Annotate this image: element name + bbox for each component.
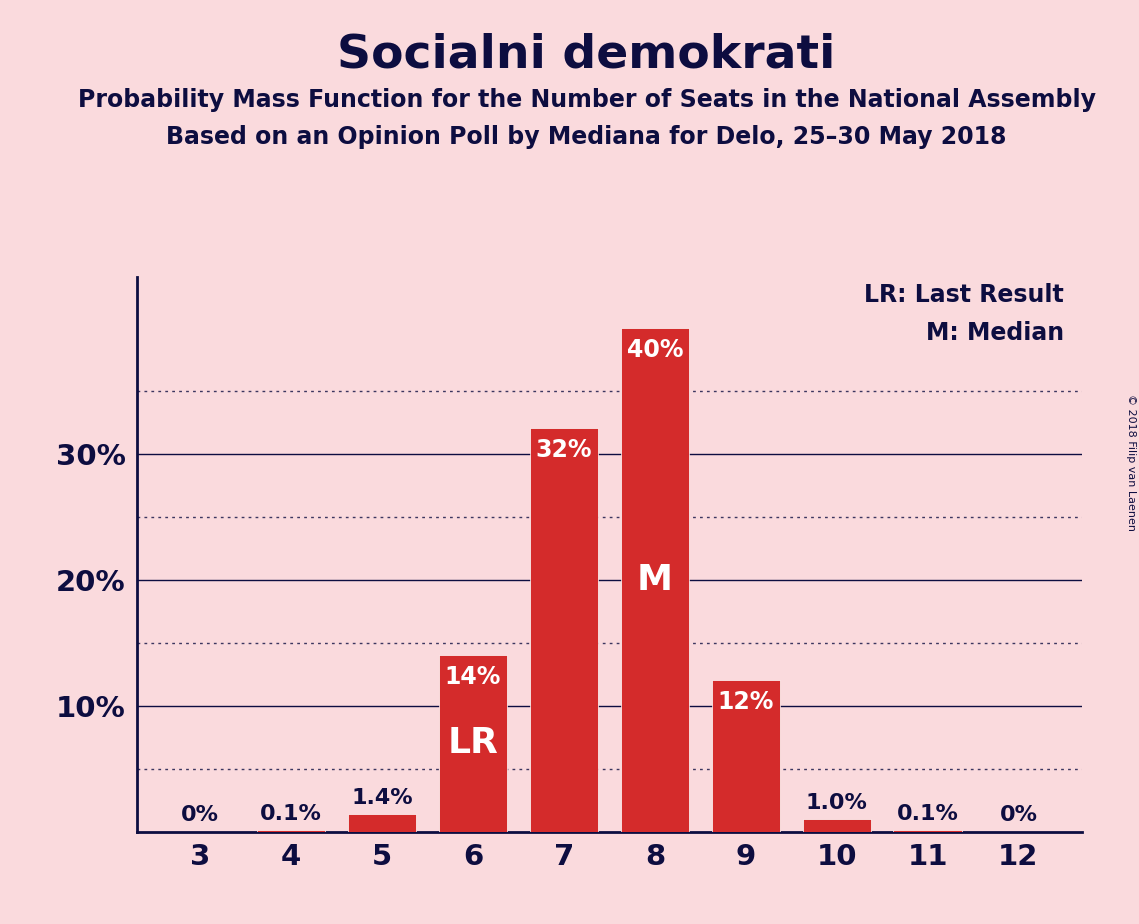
Text: 0%: 0%	[999, 806, 1038, 825]
Text: Probability Mass Function for the Number of Seats in the National Assembly: Probability Mass Function for the Number…	[77, 88, 1096, 112]
Text: 12%: 12%	[718, 690, 773, 714]
Bar	[893, 831, 961, 832]
Bar	[530, 429, 598, 832]
Text: LR: Last Result: LR: Last Result	[865, 284, 1064, 308]
Text: Socialni demokrati: Socialni demokrati	[337, 32, 836, 78]
Text: LR: LR	[448, 726, 499, 760]
Text: 0.1%: 0.1%	[261, 804, 322, 824]
Bar	[349, 814, 416, 832]
Bar	[257, 831, 326, 832]
Text: 1.0%: 1.0%	[805, 793, 868, 813]
Text: 0%: 0%	[181, 806, 220, 825]
Text: M: M	[637, 563, 673, 597]
Text: M: Median: M: Median	[926, 322, 1064, 346]
Bar	[621, 328, 689, 832]
Bar	[803, 819, 870, 832]
Bar	[712, 680, 780, 832]
Text: Based on an Opinion Poll by Mediana for Delo, 25–30 May 2018: Based on an Opinion Poll by Mediana for …	[166, 125, 1007, 149]
Text: 14%: 14%	[445, 665, 501, 689]
Text: 40%: 40%	[626, 337, 683, 361]
Text: 1.4%: 1.4%	[351, 787, 413, 808]
Bar	[439, 655, 507, 832]
Text: 32%: 32%	[535, 439, 592, 463]
Text: © 2018 Filip van Laenen: © 2018 Filip van Laenen	[1126, 394, 1136, 530]
Text: 0.1%: 0.1%	[896, 804, 958, 824]
